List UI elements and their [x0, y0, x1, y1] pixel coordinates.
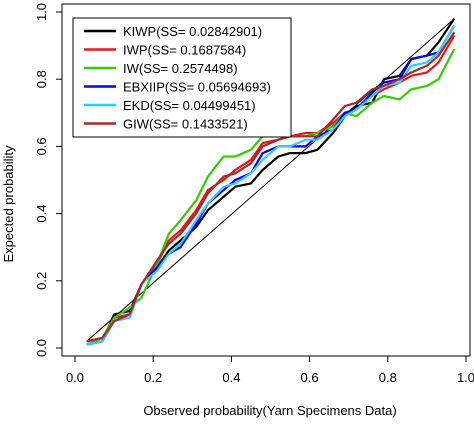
series-line-4 [86, 24, 456, 346]
y-tick-label: 1.0 [34, 3, 49, 21]
legend-box [72, 17, 292, 138]
x-tick-label: 0.8 [379, 370, 397, 385]
y-axis-label: Expected probability [1, 145, 16, 263]
x-tick-label: 0.4 [222, 370, 240, 385]
y-tick-label: 0.0 [34, 339, 49, 357]
x-tick-label: 0.0 [66, 370, 84, 385]
legend-label: GIW(SS= 0.1433521) [123, 117, 248, 132]
y-tick-label: 0.6 [34, 137, 49, 155]
x-axis-label: Observed probability(Yarn Specimens Data… [143, 403, 396, 418]
legend-label: EBXIIP(SS= 0.05694693) [123, 80, 271, 95]
series-line-5 [86, 24, 456, 346]
x-tick-label: 1.0 [457, 370, 474, 385]
y-tick-label: 0.4 [34, 205, 49, 223]
legend-label: IW(SS= 0.2574498) [123, 61, 238, 76]
legend-label: IWP(SS= 0.1687584) [123, 43, 246, 58]
legend: KIWP(SS= 0.02842901) IWP(SS= 0.1687584) IW… [72, 17, 292, 138]
legend-label: KIWP(SS= 0.02842901) [123, 24, 262, 39]
x-tick-label: 0.6 [301, 370, 319, 385]
reference-line [86, 18, 455, 342]
plot-frame [61, 3, 471, 357]
y-tick-label: 0.8 [34, 70, 49, 88]
legend-label: EKD(SS= 0.04499451) [123, 98, 256, 113]
series-line-6 [86, 31, 456, 343]
y-tick-label: 0.2 [34, 272, 49, 290]
x-tick-label: 0.2 [144, 370, 162, 385]
